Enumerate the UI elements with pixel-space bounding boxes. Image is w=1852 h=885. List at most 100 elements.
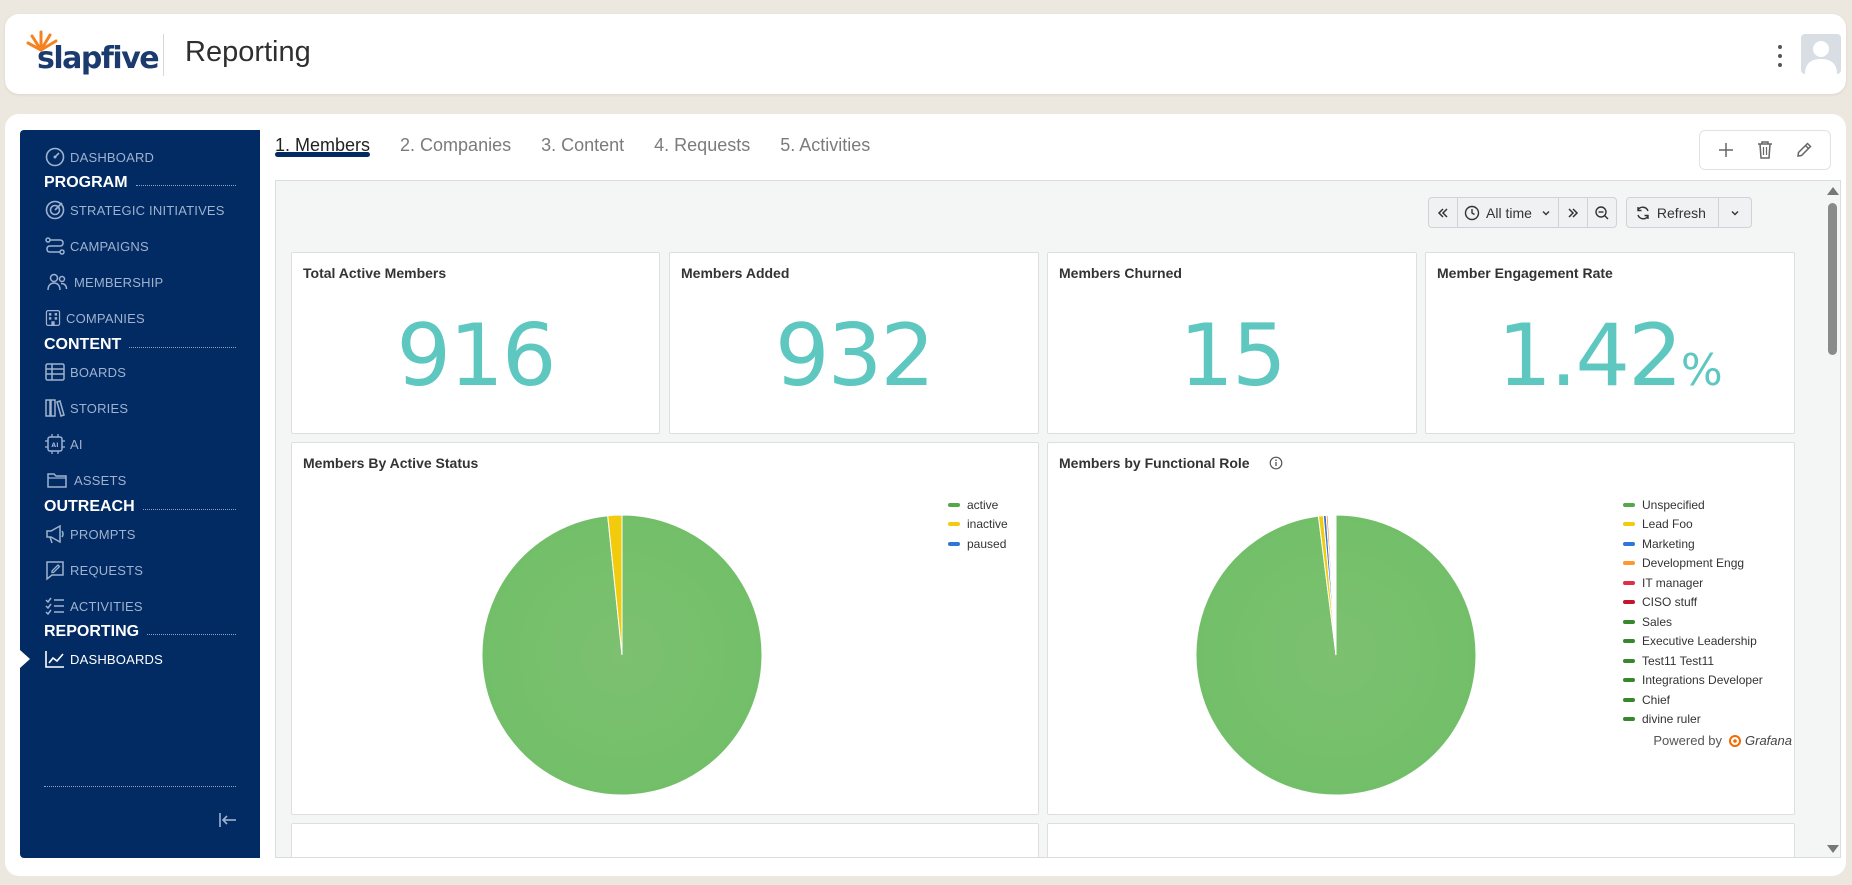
- sidebar-item-companies[interactable]: COMPANIES: [44, 305, 145, 331]
- sidebar-item-label: MEMBERSHIP: [74, 274, 164, 290]
- sidebar-item-strategic-initiatives[interactable]: STRATEGIC INITIATIVES: [44, 197, 225, 223]
- legend-item-ciso-stuff[interactable]: CISO stuff: [1623, 593, 1763, 613]
- edit-message-icon: [46, 561, 64, 581]
- scroll-down-arrow[interactable]: [1827, 845, 1839, 853]
- legend-swatch: [1623, 502, 1635, 507]
- legend-label: CISO stuff: [1642, 595, 1698, 610]
- tab-content[interactable]: 3. Content: [541, 135, 625, 155]
- legend-item-test11-test11[interactable]: Test11 Test11: [1623, 651, 1763, 671]
- legend-label: IT manager: [1642, 575, 1704, 590]
- legend-item-lead-foo[interactable]: Lead Foo: [1623, 515, 1763, 535]
- tab-activities[interactable]: 5. Activities: [780, 135, 871, 155]
- stat-value: 916: [396, 306, 556, 406]
- sidebar-item-dashboards[interactable]: DASHBOARDS: [44, 646, 163, 672]
- legend-active-status: active inactive paused: [948, 495, 1008, 554]
- collapse-sidebar-icon[interactable]: [217, 810, 239, 830]
- grafana-logo-icon: [1729, 734, 1742, 747]
- clock-icon: [1464, 205, 1480, 220]
- sidebar-item-label: AI: [70, 436, 83, 452]
- sidebar-item-activities[interactable]: ACTIVITIES: [44, 593, 143, 619]
- sidebar-item-assets[interactable]: ASSETS: [44, 467, 127, 493]
- legend-label: paused: [967, 536, 1007, 551]
- legend-item-executive-leadership[interactable]: Executive Leadership: [1623, 632, 1763, 652]
- tab-members[interactable]: 1. Members: [275, 114, 371, 162]
- tab-requests[interactable]: 4. Requests: [654, 135, 751, 155]
- sidebar-item-ai[interactable]: AI AI: [44, 431, 83, 457]
- legend-swatch: [948, 541, 960, 546]
- pie-panel-functional-role[interactable]: Members by Functional Role Unspecified Le…: [1047, 442, 1795, 815]
- legend-item-paused[interactable]: paused: [948, 534, 1008, 554]
- legend-swatch: [1623, 678, 1635, 683]
- sidebar-item-boards[interactable]: BOARDS: [44, 359, 126, 385]
- section-outreach: OUTREACH: [44, 496, 236, 518]
- legend-swatch: [1623, 561, 1635, 566]
- dashboard-scrollbar[interactable]: [1824, 181, 1840, 857]
- refresh-label: Refresh: [1656, 204, 1706, 221]
- legend-item-development-engg[interactable]: Development Engg: [1623, 554, 1763, 574]
- sidebar-item-dashboard[interactable]: DASHBOARD: [44, 144, 154, 170]
- legend-item-divine-ruler[interactable]: divine ruler: [1623, 710, 1763, 730]
- sidebar-item-label: STORIES: [70, 400, 129, 416]
- header-divider: [163, 34, 164, 76]
- time-range-picker[interactable]: All time: [1458, 198, 1559, 227]
- pie-chart-functional-role: [1195, 514, 1477, 796]
- dashboard-gauge-icon: [45, 147, 65, 167]
- pie-slice-divine-ruler[interactable]: [1334, 514, 1337, 656]
- tab-companies[interactable]: 2. Companies: [400, 135, 512, 155]
- legend-label: Marketing: [1642, 536, 1695, 551]
- legend-label: Unspecified: [1642, 497, 1705, 512]
- refresh-button[interactable]: Refresh: [1627, 198, 1719, 227]
- sidebar-item-campaigns[interactable]: CAMPAIGNS: [44, 233, 149, 259]
- panel-title: Members Added: [681, 265, 790, 281]
- legend-label: inactive: [967, 517, 1008, 532]
- legend-label: Executive Leadership: [1642, 634, 1757, 649]
- user-avatar[interactable]: [1801, 34, 1841, 74]
- legend-item-integrations-developer[interactable]: Integrations Developer: [1623, 671, 1763, 691]
- sidebar-item-stories[interactable]: STORIES: [44, 395, 128, 421]
- shift-forward-button[interactable]: [1559, 198, 1588, 227]
- legend-item-chief[interactable]: Chief: [1623, 690, 1763, 710]
- tab-tools: [1699, 130, 1831, 170]
- chevrons-right-icon: [1568, 207, 1578, 218]
- stat-panel-total-active-members[interactable]: Total Active Members 916: [291, 252, 660, 434]
- pie-slice-inactive[interactable]: [607, 514, 623, 656]
- scroll-up-arrow[interactable]: [1827, 187, 1839, 195]
- more-options-icon[interactable]: [1770, 42, 1790, 70]
- sidebar-item-prompts[interactable]: PROMPTS: [44, 521, 136, 547]
- stat-panel-members-added[interactable]: Members Added 932: [669, 252, 1039, 434]
- refresh-interval-dropdown[interactable]: [1719, 198, 1751, 227]
- powered-by-grafana[interactable]: Powered by Grafana: [1653, 733, 1792, 748]
- scroll-thumb[interactable]: [1828, 203, 1837, 355]
- chevron-down-icon: [1731, 210, 1739, 215]
- grafana-dashboard-frame: All time Refresh: [275, 180, 1841, 858]
- delete-tab-button[interactable]: [1753, 138, 1777, 162]
- sidebar: DASHBOARD PROGRAM STRATEGIC INITIATIVES …: [20, 130, 260, 858]
- refresh-group: Refresh: [1625, 197, 1752, 228]
- stat-panel-members-churned[interactable]: Members Churned 15: [1047, 252, 1417, 434]
- shift-back-button[interactable]: [1429, 198, 1458, 227]
- legend-item-unspecified[interactable]: Unspecified: [1623, 495, 1763, 515]
- add-tab-button[interactable]: [1714, 138, 1738, 162]
- sidebar-item-membership[interactable]: MEMBERSHIP: [44, 269, 163, 295]
- sidebar-item-label: ACTIVITIES: [70, 598, 143, 614]
- legend-label: divine ruler: [1642, 712, 1701, 727]
- zoom-out-button[interactable]: [1588, 198, 1616, 227]
- sidebar-item-label: COMPANIES: [66, 310, 145, 326]
- chevron-down-icon: [1542, 210, 1550, 215]
- panel-title: Members Churned: [1059, 265, 1182, 281]
- stat-panel-member-engagement-rate[interactable]: Member Engagement Rate 1.42%: [1425, 252, 1795, 434]
- edit-tab-button[interactable]: [1792, 138, 1816, 162]
- legend-item-active[interactable]: active: [948, 495, 1008, 515]
- legend-item-it-manager[interactable]: IT manager: [1623, 573, 1763, 593]
- section-program: PROGRAM: [44, 172, 236, 194]
- info-icon[interactable]: [1269, 456, 1283, 470]
- chevrons-left-icon: [1437, 207, 1448, 218]
- legend-item-marketing[interactable]: Marketing: [1623, 534, 1763, 554]
- sidebar-item-requests[interactable]: REQUESTS: [44, 557, 143, 583]
- legend-item-inactive[interactable]: inactive: [948, 515, 1008, 535]
- legend-item-sales[interactable]: Sales: [1623, 612, 1763, 632]
- megaphone-icon: [46, 524, 64, 544]
- trash-icon: [1757, 141, 1772, 159]
- slapfive-logo[interactable]: slapfive: [26, 30, 160, 76]
- pie-panel-active-status[interactable]: Members By Active Status active inactive p…: [291, 442, 1039, 815]
